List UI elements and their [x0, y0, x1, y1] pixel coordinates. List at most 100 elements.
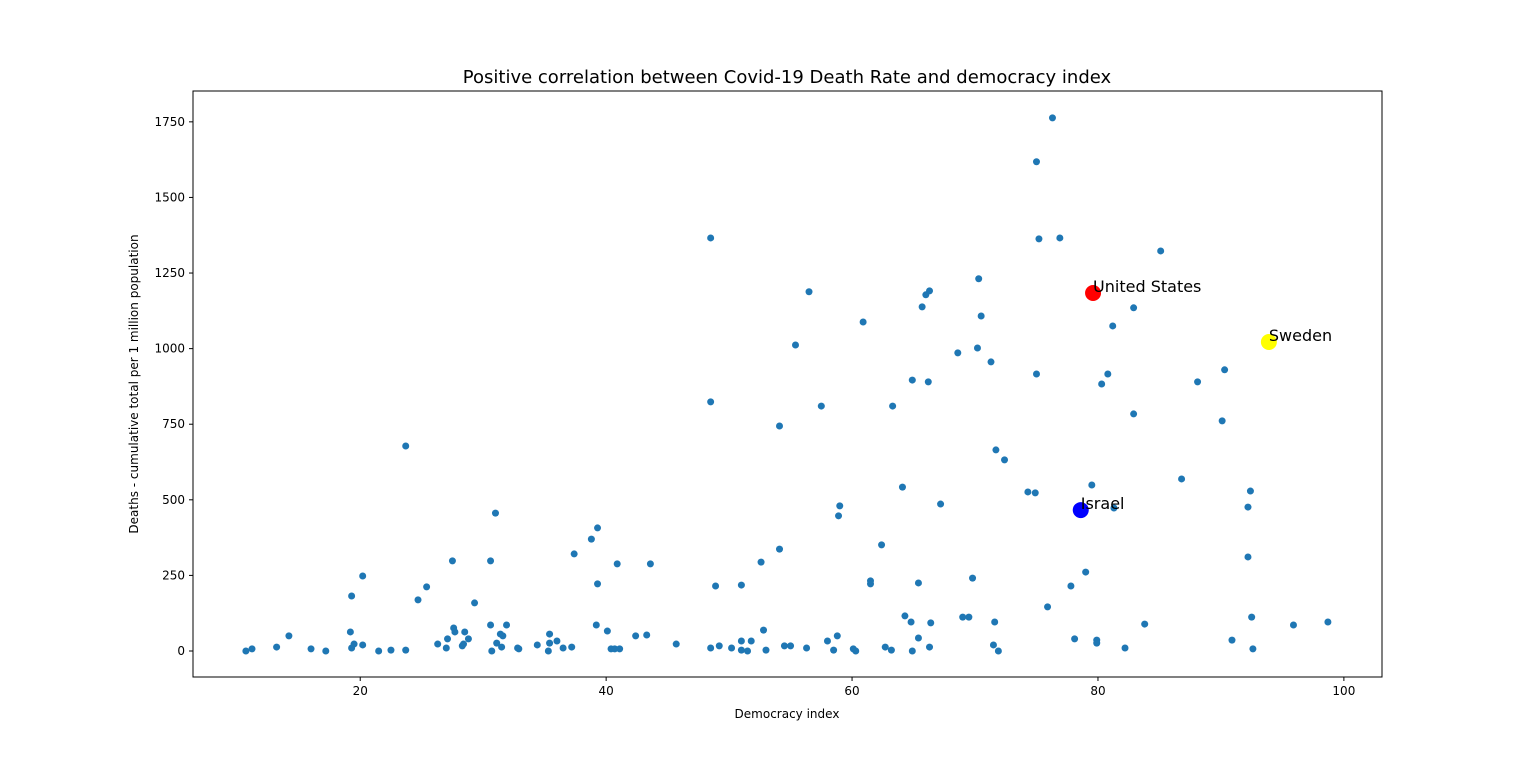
- point: [1178, 475, 1186, 483]
- point: [359, 572, 367, 580]
- point: [760, 626, 768, 634]
- point: [487, 557, 495, 565]
- y-tick-label: 500: [162, 493, 185, 507]
- point: [728, 644, 736, 652]
- point: [359, 641, 367, 649]
- point: [1031, 489, 1039, 497]
- point: [817, 402, 825, 410]
- point: [544, 647, 552, 655]
- point: [1032, 370, 1040, 378]
- point: [965, 613, 973, 621]
- y-tick-label: 0: [177, 644, 185, 658]
- point: [1194, 378, 1202, 386]
- point: [402, 646, 410, 654]
- point: [901, 612, 909, 620]
- point: [460, 640, 468, 648]
- point: [616, 645, 624, 653]
- point: [1093, 639, 1101, 647]
- point: [1249, 645, 1257, 653]
- point: [959, 613, 967, 621]
- point: [989, 641, 997, 649]
- point: [402, 442, 410, 450]
- point: [594, 524, 602, 532]
- point: [833, 632, 841, 640]
- point: [787, 642, 795, 650]
- point: [908, 647, 916, 655]
- point: [464, 635, 472, 643]
- point: [444, 635, 452, 643]
- annotation: United States: [1093, 277, 1201, 296]
- point: [707, 644, 715, 652]
- point: [991, 618, 999, 626]
- point: [1044, 603, 1052, 611]
- point: [918, 303, 926, 311]
- point: [992, 446, 1000, 454]
- point: [346, 628, 354, 636]
- point: [434, 640, 442, 648]
- point: [859, 318, 867, 326]
- point: [1082, 568, 1090, 576]
- point: [1130, 410, 1138, 418]
- point: [594, 580, 602, 588]
- highlight-point: [1260, 333, 1277, 350]
- point: [503, 621, 511, 629]
- y-axis-label: Deaths - cumulative total per 1 million …: [127, 234, 141, 533]
- point: [570, 550, 578, 558]
- point: [937, 500, 945, 508]
- point: [461, 628, 469, 636]
- point: [1098, 380, 1106, 388]
- point: [1001, 456, 1009, 464]
- point: [712, 582, 720, 590]
- point: [954, 349, 962, 357]
- point: [914, 634, 922, 642]
- highlight-point: [1085, 284, 1102, 301]
- point: [348, 592, 356, 600]
- x-tick-label: 20: [353, 684, 368, 698]
- point: [836, 502, 844, 510]
- point: [493, 639, 501, 647]
- point: [994, 647, 1002, 655]
- y-tick-label: 1000: [154, 342, 185, 356]
- point: [515, 645, 523, 653]
- point: [926, 643, 934, 651]
- point: [881, 643, 889, 651]
- point: [866, 580, 874, 588]
- point: [448, 557, 456, 565]
- point: [613, 560, 621, 568]
- point: [553, 637, 561, 645]
- point: [776, 545, 784, 553]
- point: [830, 646, 838, 654]
- point: [780, 642, 788, 650]
- point: [1109, 322, 1117, 330]
- point: [491, 509, 499, 517]
- point: [646, 560, 654, 568]
- y-tick-label: 250: [162, 568, 185, 582]
- point: [907, 618, 915, 626]
- point: [487, 621, 495, 629]
- point: [375, 647, 383, 655]
- point: [546, 639, 554, 647]
- point: [969, 574, 977, 582]
- point: [559, 644, 567, 652]
- point: [307, 645, 315, 653]
- point: [248, 645, 256, 653]
- point: [737, 646, 745, 654]
- point: [889, 402, 897, 410]
- point: [273, 643, 281, 651]
- point: [322, 647, 330, 655]
- point: [242, 647, 250, 655]
- point: [747, 637, 755, 645]
- point: [803, 644, 811, 652]
- point: [805, 288, 813, 296]
- point: [975, 275, 983, 283]
- highlight-point: [1072, 502, 1089, 519]
- plot-frame: [192, 90, 1383, 678]
- point: [498, 643, 506, 651]
- point: [1289, 621, 1297, 629]
- point: [1218, 417, 1226, 425]
- point: [350, 640, 358, 648]
- x-axis-label: Democracy index: [735, 707, 840, 721]
- point: [707, 234, 715, 242]
